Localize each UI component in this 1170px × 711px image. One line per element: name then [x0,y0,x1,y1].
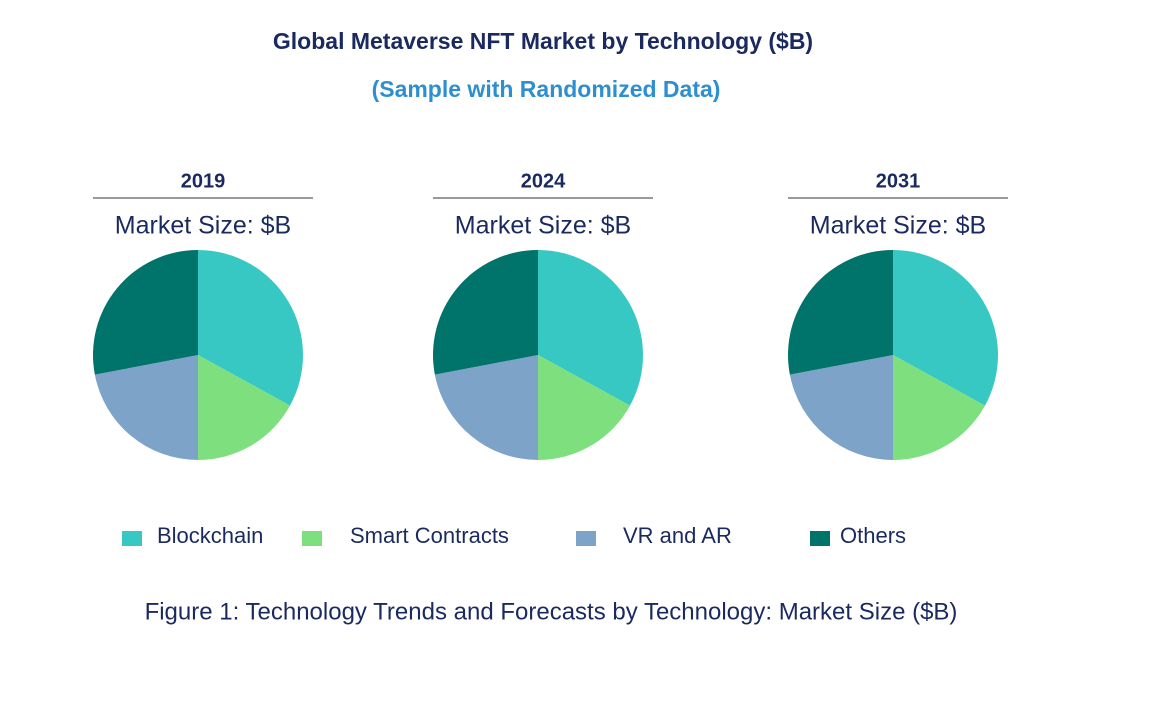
title: Global Metaverse NFT Market by Technolog… [273,28,813,54]
caption: Figure 1: Technology Trends and Forecast… [145,598,958,625]
pie-title: 2031 [876,170,921,192]
pie-slice [94,355,198,460]
pie-title: 2019 [181,170,226,192]
pie-slice [893,250,999,406]
pie-subtitle: Market Size: $B [810,212,986,240]
legend-label: Smart Contracts [350,523,509,548]
pie-title: 2024 [521,170,566,192]
legend-label: Blockchain [157,523,263,548]
subtitle: (Sample with Randomized Data) [372,76,721,102]
legend-label: Others [840,523,906,548]
pie-slice [198,250,304,406]
pie-subtitle: Market Size: $B [455,212,631,240]
pie-slice [789,355,893,460]
pie-slice [92,250,198,375]
legend-swatch [302,531,322,546]
pie-slice [433,250,538,375]
pie-subtitle: Market Size: $B [115,212,291,240]
pie-slice [198,355,291,460]
pie-slice [788,250,893,375]
pie-slice [893,355,986,460]
pie-slice [434,355,538,460]
legend-swatch [576,531,596,546]
legend-swatch [810,531,830,546]
pie-slice [538,355,631,460]
legend-swatch [122,531,142,546]
legend-label: VR and AR [623,523,732,548]
pie-slice [538,250,643,406]
